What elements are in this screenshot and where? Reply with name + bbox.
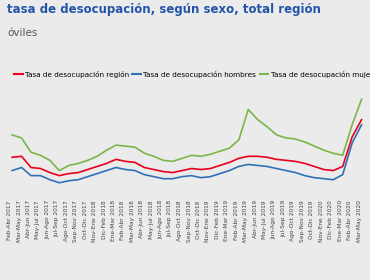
Text: óviles: óviles: [7, 28, 38, 38]
Text: Feb-Abr 2017: Feb-Abr 2017: [7, 200, 12, 240]
Text: May-Jul 2017: May-Jul 2017: [36, 200, 40, 239]
Text: Sep-Nov 2019: Sep-Nov 2019: [300, 200, 305, 242]
Text: May-Jul 2018: May-Jul 2018: [149, 200, 154, 239]
Text: Dic-Feb 2020: Dic-Feb 2020: [328, 200, 333, 239]
Text: Feb-Abr 2020: Feb-Abr 2020: [347, 200, 352, 240]
Text: Jun-Ago 2018: Jun-Ago 2018: [158, 200, 163, 239]
Text: Dic-Feb 2018: Dic-Feb 2018: [102, 200, 107, 239]
Legend: Tasa de desocupación región, Tasa de desocupación hombres, Tasa de desocupación : Tasa de desocupación región, Tasa de des…: [11, 68, 370, 81]
Text: May-Jul 2019: May-Jul 2019: [262, 200, 267, 239]
Text: Ene-Mar 2020: Ene-Mar 2020: [338, 200, 343, 241]
Text: Mar-May 2017: Mar-May 2017: [17, 200, 21, 242]
Text: Jun-Ago 2017: Jun-Ago 2017: [45, 200, 50, 239]
Text: Abr-Jun 2017: Abr-Jun 2017: [26, 200, 31, 238]
Text: Ene-Mar 2019: Ene-Mar 2019: [224, 200, 229, 241]
Text: Sep-Nov 2018: Sep-Nov 2018: [186, 200, 192, 242]
Text: Sep-Nov 2017: Sep-Nov 2017: [73, 200, 78, 242]
Text: Abr-Jun 2019: Abr-Jun 2019: [253, 200, 258, 238]
Text: Mar-May 2020: Mar-May 2020: [357, 200, 361, 242]
Text: Feb-Abr 2019: Feb-Abr 2019: [234, 200, 239, 240]
Text: Feb-Abr 2018: Feb-Abr 2018: [121, 200, 125, 240]
Text: Abr-Jun 2018: Abr-Jun 2018: [139, 200, 144, 238]
Text: Jul-Sep 2018: Jul-Sep 2018: [168, 200, 173, 237]
Text: Oct-Dic 2018: Oct-Dic 2018: [196, 200, 201, 239]
Text: Ago-Oct 2019: Ago-Oct 2019: [290, 200, 296, 241]
Text: Oct-Dic 2019: Oct-Dic 2019: [309, 200, 314, 239]
Text: Nov-Ene 2018: Nov-Ene 2018: [92, 200, 97, 242]
Text: Dic-Feb 2019: Dic-Feb 2019: [215, 200, 220, 239]
Text: Mar-May 2019: Mar-May 2019: [243, 200, 248, 242]
Text: Ago-Oct 2017: Ago-Oct 2017: [64, 200, 69, 241]
Text: Ago-Oct 2018: Ago-Oct 2018: [177, 200, 182, 241]
Text: Jun-Ago 2019: Jun-Ago 2019: [272, 200, 277, 239]
Text: tasa de desocupación, según sexo, total región: tasa de desocupación, según sexo, total …: [7, 3, 321, 16]
Text: Oct-Dic 2017: Oct-Dic 2017: [83, 200, 88, 239]
Text: Jul-Sep 2017: Jul-Sep 2017: [54, 200, 59, 237]
Text: Ene-Mar 2018: Ene-Mar 2018: [111, 200, 116, 241]
Text: Jul-Sep 2019: Jul-Sep 2019: [281, 200, 286, 237]
Text: Mar-May 2018: Mar-May 2018: [130, 200, 135, 242]
Text: Nov-Ene 2019: Nov-Ene 2019: [205, 200, 211, 242]
Text: Nov-Ene 2020: Nov-Ene 2020: [319, 200, 324, 242]
